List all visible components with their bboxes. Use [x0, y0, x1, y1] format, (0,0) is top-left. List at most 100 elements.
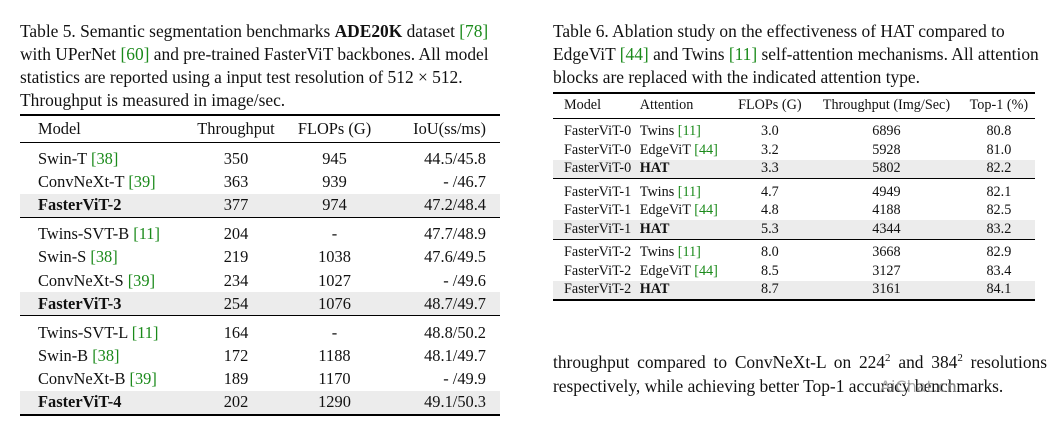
attention-name: HAT [639, 221, 670, 238]
cell-model: FasterViT-2 [20, 193, 185, 218]
cell-flops: - [331, 223, 338, 243]
model-name: FasterViT-3 [38, 293, 122, 313]
cell-attention: HAT [636, 159, 730, 179]
citation-link[interactable]: [60] [120, 44, 150, 64]
col-header-attention: Attention [639, 97, 694, 114]
cell-flops: 1076 [287, 292, 382, 316]
cell-attention: Twins [11] [637, 239, 730, 262]
attention-name: EdgeViT [639, 263, 691, 280]
table-row: FasterViT-2 377 974 47.2/48.4 [20, 193, 500, 218]
citation-link[interactable]: [38] [92, 345, 120, 365]
cell-throughput: 5802 [810, 159, 963, 179]
cell-throughput: 5928 [872, 141, 901, 158]
attention-name: HAT [639, 281, 670, 298]
cell-top1: 82.9 [986, 244, 1012, 261]
citation-link[interactable]: [39] [129, 369, 157, 389]
cell-model: Swin-S [38] [20, 245, 185, 269]
cell-attention: HAT [636, 220, 730, 240]
cell-top1: 84.1 [962, 280, 1035, 300]
cell-model: FasterViT-0 [553, 159, 637, 179]
model-name: Swin-B [38, 345, 89, 365]
watermark: AiChat.cn [880, 377, 957, 396]
cell-iou: - /49.6 [443, 270, 486, 290]
attention-name: Twins [639, 244, 675, 261]
citation-link[interactable]: [78] [459, 21, 489, 41]
citation-link[interactable]: [44] [694, 141, 718, 158]
table-row: FasterViT-2 HAT 8.7 3161 84.1 [553, 280, 1035, 300]
citation-link[interactable]: [11] [133, 223, 160, 243]
cell-throughput: 254 [185, 292, 287, 316]
table-row: FasterViT-0 EdgeViT [44] 3.2 5928 81.0 [553, 141, 1035, 160]
citation-link[interactable]: [11] [677, 183, 701, 200]
cell-throughput: 6896 [872, 123, 901, 140]
cell-model: FasterViT-1 [564, 202, 632, 219]
cell-flops: 8.5 [760, 263, 779, 280]
citation-link[interactable]: [38] [90, 246, 118, 266]
citation-link[interactable]: [44] [619, 44, 649, 64]
model-name: FasterViT-2 [38, 195, 122, 215]
citation-link[interactable]: [44] [694, 263, 718, 280]
citation-link[interactable]: [44] [694, 202, 718, 219]
citation-link[interactable]: [39] [128, 171, 156, 191]
table-row: Swin-B [38] 172 1188 48.1/49.7 [20, 344, 500, 368]
cell-model: FasterViT-3 [20, 292, 185, 316]
table6-group: FasterViT-2 Twins [11] 8.0 3668 82.9 FasterVi… [553, 239, 1035, 300]
table-row: FasterViT-3 254 1076 48.7/49.7 [20, 292, 500, 316]
cell-iou: 47.6/49.5 [424, 246, 486, 266]
cell-flops: 1170 [318, 369, 351, 389]
cell-flops: 8.7 [729, 280, 811, 300]
model-name: ConvNeXt-B [38, 369, 126, 389]
table6-group: FasterViT-0 Twins [11] 3.0 6896 80.8 FasterVi… [553, 118, 1035, 179]
cell-flops: 4.8 [760, 202, 779, 219]
citation-link[interactable]: [11] [677, 123, 701, 140]
body-paragraph: throughput compared to ConvNeXt-L on 224… [553, 352, 1047, 396]
cell-throughput: 3161 [810, 280, 963, 300]
model-name: ConvNeXt-S [38, 270, 124, 290]
cell-model: FasterViT-1 [564, 183, 632, 200]
table-row: Twins-SVT-B [11] 204 - 47.7/48.9 [20, 217, 500, 245]
cell-iou: 49.1/50.3 [382, 391, 500, 415]
cell-iou: - /49.9 [443, 369, 486, 389]
cell-model: ConvNeXt-B [39] [20, 368, 185, 392]
cell-flops: 939 [322, 171, 347, 191]
cell-flops: 5.3 [729, 220, 811, 240]
cell-flops: 1038 [318, 246, 351, 266]
citation-link[interactable]: [11] [728, 44, 758, 64]
table5-group: Twins-SVT-B [11] 204-47.7/48.9 Swin-S [38]… [20, 217, 500, 316]
citation-link[interactable]: [11] [677, 244, 701, 261]
col-header-throughput: Throughput (Img/Sec) [822, 97, 951, 114]
attention-name: EdgeViT [639, 141, 691, 158]
cell-top1: 82.1 [986, 183, 1012, 200]
cell-throughput: 204 [223, 223, 249, 243]
cell-model: Twins-SVT-L [11] [20, 316, 185, 344]
table6-header-row: Model Attention FLOPs (G) Throughput (Im… [553, 93, 1035, 118]
model-name: ConvNeXt-T [38, 171, 125, 191]
cell-iou: 44.5/45.8 [424, 148, 486, 168]
model-name: FasterViT-4 [38, 392, 122, 412]
cell-iou: 48.8/50.2 [424, 322, 486, 342]
table-row: FasterViT-4 202 1290 49.1/50.3 [20, 391, 500, 415]
citation-link[interactable]: [11] [131, 322, 159, 342]
cell-throughput: 202 [185, 391, 287, 415]
cell-model: FasterViT-2 [553, 280, 637, 300]
cell-throughput: 219 [223, 246, 249, 266]
table-row: FasterViT-1 HAT 5.3 4344 83.2 [553, 220, 1035, 240]
cell-top1: 83.4 [986, 263, 1012, 280]
table-row: ConvNeXt-S [39] 234 1027 - /49.6 [20, 269, 500, 293]
cell-flops: 3.2 [760, 141, 779, 158]
citation-link[interactable]: [38] [91, 148, 119, 168]
cell-throughput: 4344 [810, 220, 963, 240]
cell-model: ConvNeXt-T [39] [20, 170, 185, 194]
cell-flops: 8.0 [760, 244, 779, 261]
cell-top1: 82.2 [962, 159, 1035, 179]
table6-group: FasterViT-1 Twins [11] 4.7 4949 82.1 FasterVi… [553, 179, 1035, 240]
cell-throughput: 3668 [872, 244, 901, 261]
cell-top1: 83.2 [962, 220, 1035, 240]
cell-iou: 47.2/48.4 [382, 193, 500, 218]
table-row: Swin-T [38] 350 945 44.5/45.8 [20, 142, 500, 170]
table-row: Twins-SVT-L [11] 164 - 48.8/50.2 [20, 316, 500, 344]
citation-link[interactable]: [39] [127, 270, 156, 290]
cell-top1: 82.5 [986, 202, 1012, 219]
cell-throughput: 350 [223, 148, 249, 168]
table5-block: Table 5. Semantic segmentation benchmark… [20, 20, 510, 416]
